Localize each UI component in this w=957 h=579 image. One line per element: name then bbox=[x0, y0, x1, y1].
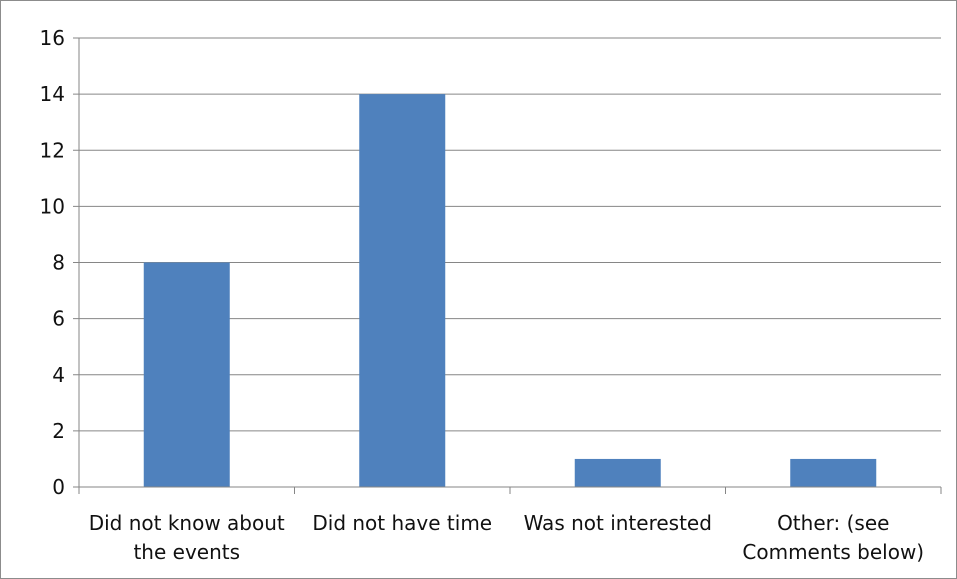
tick-labels: 0 2 4 6 8 10 12 14 16 Did not know about the event… bbox=[40, 26, 925, 564]
y-tick-label: 4 bbox=[52, 363, 65, 387]
y-tick-label: 6 bbox=[52, 307, 65, 331]
y-tick-label: 8 bbox=[52, 251, 65, 275]
y-tick-label: 16 bbox=[40, 26, 65, 50]
x-tick-label: Did not know about the events bbox=[89, 511, 285, 564]
y-tick-label: 0 bbox=[52, 475, 65, 499]
bar bbox=[143, 262, 230, 487]
x-tick-label: Other: (see Comments below) bbox=[742, 511, 924, 564]
y-tick-label: 14 bbox=[40, 82, 65, 106]
axes bbox=[73, 37, 942, 494]
x-tick-label: Was not interested bbox=[524, 511, 712, 535]
bar bbox=[359, 94, 446, 487]
bar bbox=[574, 458, 661, 487]
y-tick-label: 2 bbox=[52, 419, 65, 443]
x-tick-label: Did not have time bbox=[312, 511, 492, 535]
bar bbox=[790, 458, 877, 487]
y-tick-label: 12 bbox=[40, 138, 65, 162]
bars bbox=[143, 94, 877, 487]
y-tick-label: 10 bbox=[40, 194, 65, 218]
